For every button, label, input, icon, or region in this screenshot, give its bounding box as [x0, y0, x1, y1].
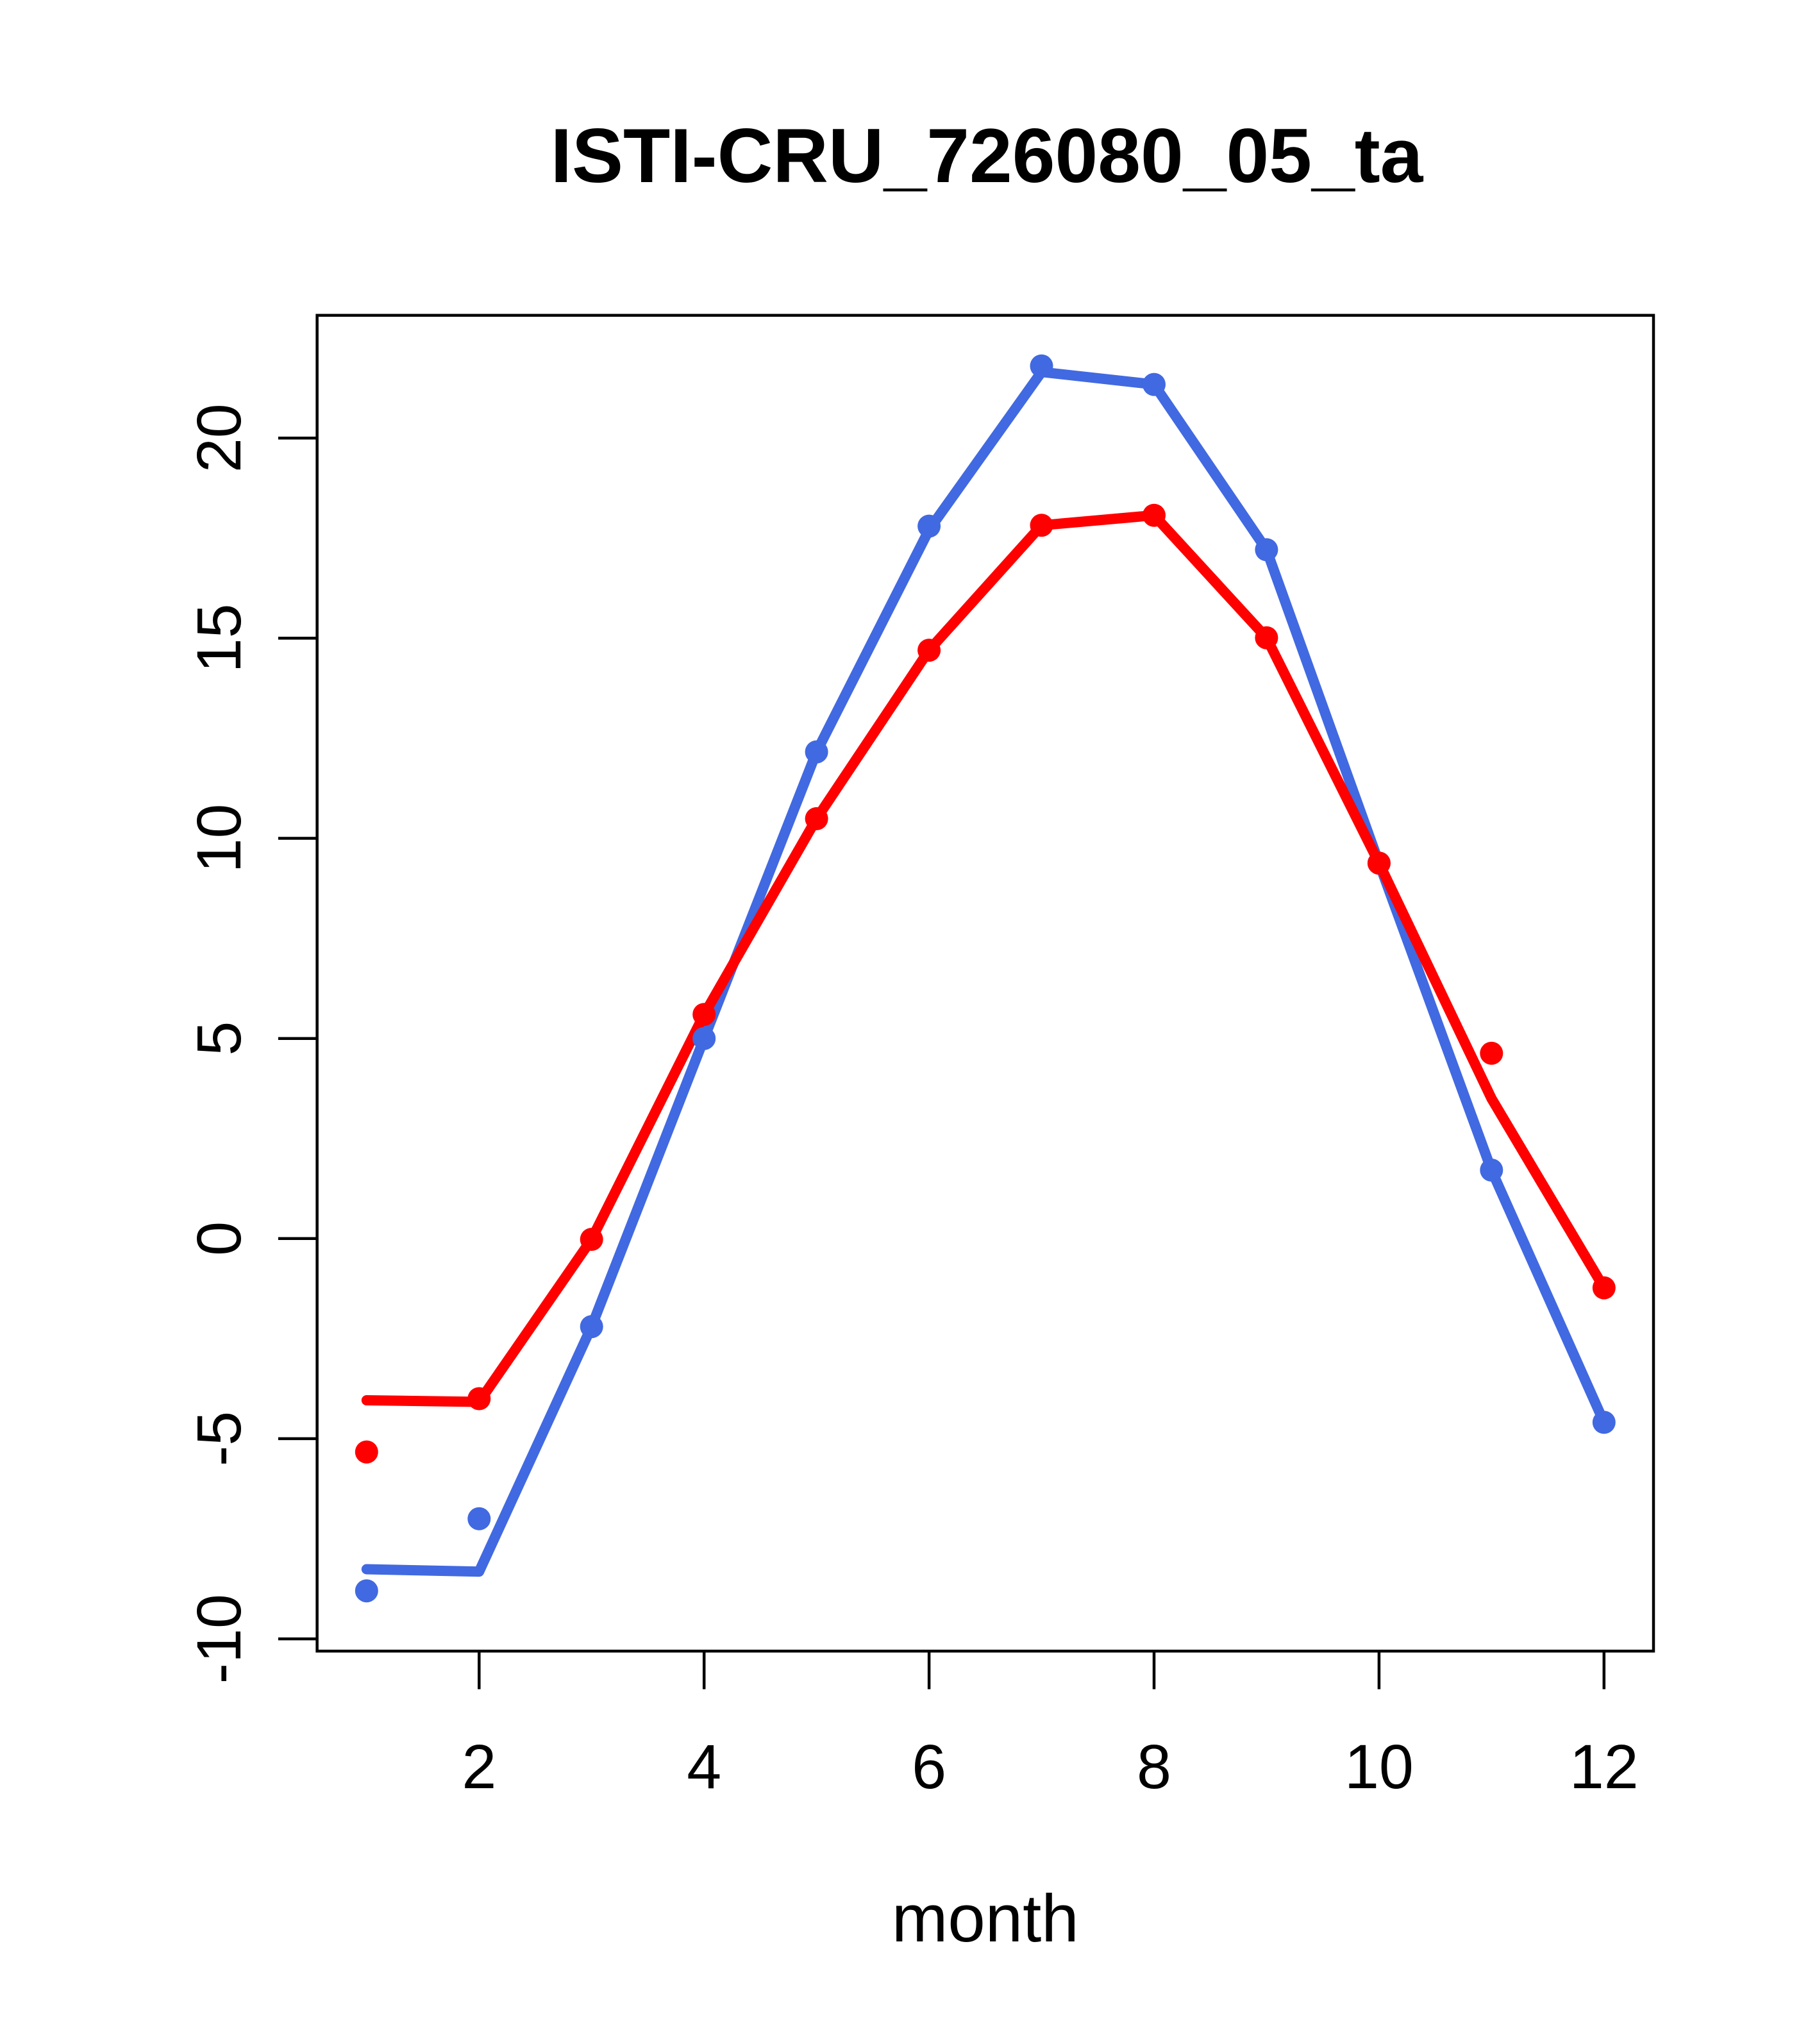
svg-text:month: month — [892, 1881, 1079, 1956]
svg-text:-10: -10 — [184, 1594, 254, 1684]
svg-text:8: 8 — [1137, 1732, 1171, 1802]
svg-text:4: 4 — [687, 1732, 721, 1802]
svg-text:10: 10 — [184, 804, 254, 873]
svg-text:15: 15 — [184, 603, 254, 673]
svg-text:5: 5 — [184, 1021, 254, 1056]
svg-text:ISTI-CRU_726080_05_ta: ISTI-CRU_726080_05_ta — [551, 113, 1424, 199]
svg-text:10: 10 — [1344, 1732, 1414, 1802]
svg-text:0: 0 — [184, 1221, 254, 1256]
svg-text:20: 20 — [184, 403, 254, 473]
svg-text:6: 6 — [912, 1732, 946, 1802]
svg-text:-5: -5 — [184, 1411, 254, 1466]
svg-text:2: 2 — [462, 1732, 496, 1802]
svg-text:12: 12 — [1570, 1732, 1639, 1802]
